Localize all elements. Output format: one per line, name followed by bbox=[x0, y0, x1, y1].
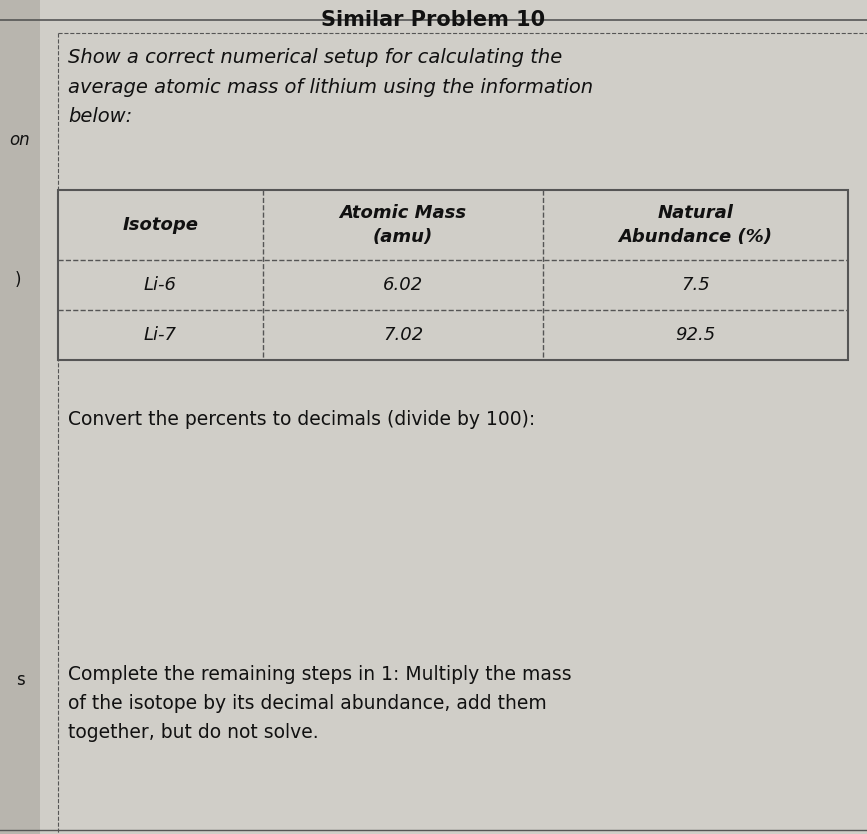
Text: 6.02: 6.02 bbox=[383, 276, 423, 294]
Text: (amu): (amu) bbox=[373, 228, 434, 246]
Text: Convert the percents to decimals (divide by 100):: Convert the percents to decimals (divide… bbox=[68, 410, 535, 429]
Text: ): ) bbox=[15, 271, 22, 289]
Text: Complete the remaining steps in 1: Multiply the mass
of the isotope by its decim: Complete the remaining steps in 1: Multi… bbox=[68, 665, 571, 741]
Text: Li-6: Li-6 bbox=[144, 276, 177, 294]
Text: 7.5: 7.5 bbox=[681, 276, 710, 294]
Text: Li-7: Li-7 bbox=[144, 326, 177, 344]
Text: 92.5: 92.5 bbox=[675, 326, 715, 344]
Text: Natural: Natural bbox=[657, 204, 733, 222]
Text: s: s bbox=[16, 671, 24, 689]
FancyBboxPatch shape bbox=[58, 190, 848, 360]
Text: on: on bbox=[10, 131, 30, 149]
Text: Abundance (%): Abundance (%) bbox=[618, 228, 772, 246]
Text: Show a correct numerical setup for calculating the
average atomic mass of lithiu: Show a correct numerical setup for calcu… bbox=[68, 48, 593, 126]
Text: Isotope: Isotope bbox=[122, 216, 199, 234]
Text: 7.02: 7.02 bbox=[383, 326, 423, 344]
FancyBboxPatch shape bbox=[0, 0, 40, 834]
Text: Atomic Mass: Atomic Mass bbox=[340, 204, 466, 222]
Text: Similar Problem 10: Similar Problem 10 bbox=[322, 10, 545, 30]
FancyBboxPatch shape bbox=[40, 0, 58, 834]
